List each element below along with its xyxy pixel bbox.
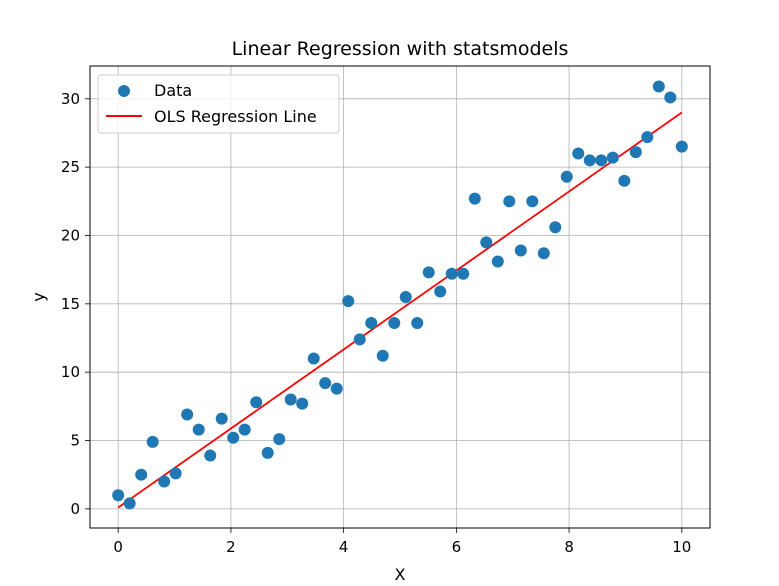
data-point [526, 195, 539, 208]
data-point [388, 316, 401, 329]
y-tick-label: 25 [61, 158, 80, 176]
data-point [434, 285, 447, 298]
data-point [227, 431, 240, 444]
data-point [238, 423, 251, 436]
legend-label-data: Data [154, 81, 192, 100]
data-point [457, 267, 470, 280]
data-point [204, 449, 217, 462]
data-point [480, 236, 493, 249]
data-point [353, 333, 366, 346]
data-point [365, 316, 378, 329]
data-point [537, 247, 550, 260]
axis-ticks: 0 2 4 6 8 10 0 5 10 15 20 25 30 [61, 90, 691, 556]
data-point [215, 412, 228, 425]
data-point [675, 140, 688, 153]
x-tick-label: 6 [452, 538, 462, 556]
legend-label-line: OLS Regression Line [154, 107, 317, 126]
y-tick-label: 10 [61, 363, 80, 381]
data-point [629, 146, 642, 159]
data-point [572, 147, 585, 160]
y-tick-label: 5 [70, 432, 80, 450]
x-tick-label: 2 [226, 538, 236, 556]
data-point [250, 396, 263, 409]
data-point [319, 377, 332, 390]
legend-box [97, 74, 340, 134]
x-tick-label: 10 [672, 538, 691, 556]
regression-line-layer [117, 111, 683, 509]
data-point [514, 244, 527, 257]
data-point [411, 316, 424, 329]
data-points-layer [112, 80, 688, 510]
legend: Data OLS Regression Line [97, 74, 340, 134]
data-point [422, 266, 435, 279]
data-point [618, 174, 631, 187]
y-tick-label: 0 [70, 500, 80, 518]
data-point [273, 433, 286, 446]
data-point [664, 91, 677, 104]
data-point [112, 489, 125, 502]
data-point [181, 408, 194, 421]
x-axis-label: X [395, 565, 406, 584]
data-point [192, 423, 205, 436]
data-point [158, 475, 171, 488]
chart-title: Linear Regression with statsmodels [232, 38, 569, 60]
regression-line [117, 111, 683, 509]
x-tick-label: 0 [113, 538, 123, 556]
data-point [342, 295, 355, 308]
data-point [606, 151, 619, 164]
y-tick-label: 15 [61, 295, 80, 313]
data-point [399, 291, 412, 303]
data-point [123, 497, 136, 510]
plot-area-frame [89, 65, 711, 529]
data-point [560, 170, 573, 183]
data-point [595, 154, 608, 167]
data-point [549, 221, 562, 234]
data-point [641, 131, 654, 144]
data-point [284, 393, 297, 406]
data-point [491, 255, 504, 268]
data-point [169, 467, 182, 480]
y-tick-label: 30 [61, 90, 80, 108]
data-point [296, 397, 309, 410]
data-point [583, 154, 596, 167]
data-point [468, 192, 481, 205]
legend-marker-data [118, 85, 130, 97]
data-point [445, 267, 458, 280]
data-point [503, 195, 516, 208]
data-point [261, 446, 274, 459]
data-point [330, 382, 343, 395]
y-axis-label: y [29, 292, 48, 301]
x-tick-label: 8 [564, 538, 574, 556]
data-point [135, 468, 148, 481]
data-point [376, 349, 389, 362]
data-point [146, 435, 159, 448]
data-point [652, 80, 665, 93]
data-point [307, 352, 320, 365]
x-tick-label: 4 [339, 538, 349, 556]
y-tick-label: 20 [61, 226, 80, 244]
